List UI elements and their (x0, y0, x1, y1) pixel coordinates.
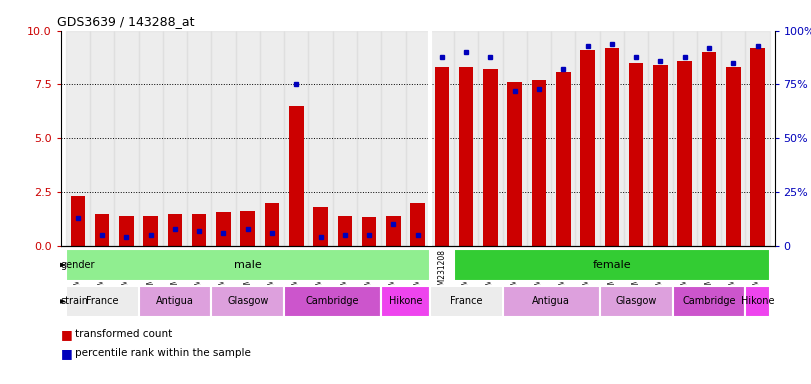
Bar (119, 216, 134, 246)
Bar (503, 286, 599, 317)
Bar (217, 212, 231, 246)
Bar (236, 31, 260, 246)
Text: transformed count: transformed count (75, 329, 173, 339)
Bar (168, 214, 182, 246)
Bar (697, 31, 721, 246)
Bar (648, 31, 672, 246)
Bar (240, 211, 255, 246)
Bar (532, 80, 547, 246)
Bar (95, 214, 109, 246)
Bar (260, 31, 284, 246)
Bar (289, 106, 303, 246)
Bar (139, 286, 212, 317)
Bar (702, 52, 716, 246)
Bar (721, 31, 745, 246)
Text: ■: ■ (61, 328, 72, 341)
Bar (337, 216, 352, 246)
Bar (527, 31, 551, 246)
Bar (483, 70, 498, 246)
Bar (333, 31, 357, 246)
Text: Hikone: Hikone (740, 296, 775, 306)
Bar (576, 31, 599, 246)
Bar (144, 216, 158, 246)
Bar (672, 31, 697, 246)
Text: percentile rank within the sample: percentile rank within the sample (75, 348, 251, 358)
Bar (357, 31, 381, 246)
Bar (212, 286, 284, 317)
Bar (362, 217, 376, 246)
Text: Cambridge: Cambridge (306, 296, 359, 306)
Text: Cambridge: Cambridge (682, 296, 736, 306)
Bar (677, 61, 692, 246)
Bar (629, 63, 643, 246)
Text: Glasgow: Glasgow (616, 296, 657, 306)
Bar (430, 31, 454, 246)
Bar (163, 31, 187, 246)
Text: gender: gender (60, 260, 95, 270)
Text: strain: strain (60, 296, 88, 306)
Bar (556, 71, 571, 246)
Bar (66, 250, 430, 280)
Bar (745, 286, 770, 317)
Bar (459, 67, 474, 246)
Bar (71, 196, 85, 246)
Bar (454, 250, 770, 280)
Bar (308, 31, 333, 246)
Bar (139, 31, 163, 246)
Text: GDS3639 / 143288_at: GDS3639 / 143288_at (58, 15, 195, 28)
Bar (381, 31, 406, 246)
Bar (313, 207, 328, 246)
Bar (114, 31, 139, 246)
Bar (624, 31, 648, 246)
Text: Hikone: Hikone (388, 296, 423, 306)
Bar (604, 48, 619, 246)
Text: Antigua: Antigua (532, 296, 570, 306)
Text: Antigua: Antigua (156, 296, 194, 306)
Bar (750, 48, 765, 246)
Bar (581, 50, 595, 246)
Bar (454, 31, 478, 246)
Bar (599, 286, 672, 317)
Bar (653, 65, 667, 246)
Bar (264, 203, 279, 246)
Bar (406, 31, 430, 246)
Bar (503, 31, 527, 246)
Bar (386, 216, 401, 246)
Bar (284, 286, 381, 317)
Bar (726, 67, 740, 246)
Bar (430, 286, 503, 317)
Bar (551, 31, 576, 246)
Bar (90, 31, 114, 246)
Text: female: female (593, 260, 631, 270)
Text: male: male (234, 260, 262, 270)
Bar (212, 31, 236, 246)
Bar (187, 31, 212, 246)
Bar (66, 286, 139, 317)
Text: France: France (450, 296, 483, 306)
Bar (435, 67, 449, 246)
Bar (508, 82, 522, 246)
Bar (284, 31, 308, 246)
Text: ■: ■ (61, 347, 72, 360)
Bar (410, 203, 425, 246)
Text: Glasgow: Glasgow (227, 296, 268, 306)
Bar (599, 31, 624, 246)
Bar (745, 31, 770, 246)
Bar (192, 214, 207, 246)
Text: France: France (86, 296, 118, 306)
Bar (672, 286, 745, 317)
Bar (478, 31, 503, 246)
Bar (66, 31, 90, 246)
Bar (381, 286, 430, 317)
